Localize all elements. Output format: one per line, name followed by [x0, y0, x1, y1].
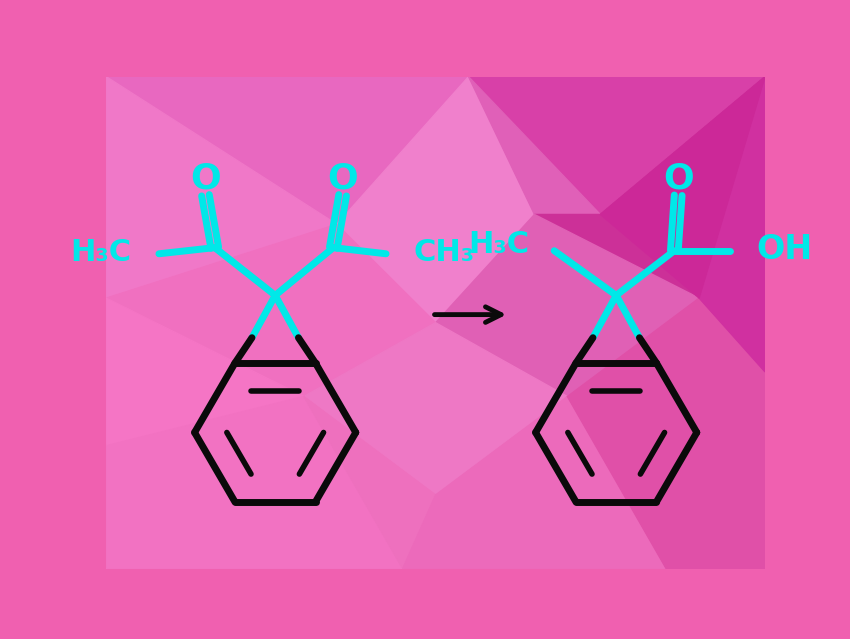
Text: H₃C: H₃C — [70, 238, 131, 266]
Polygon shape — [468, 77, 765, 215]
Text: O: O — [190, 161, 221, 196]
Polygon shape — [106, 77, 468, 224]
Polygon shape — [535, 77, 765, 298]
Polygon shape — [337, 77, 535, 323]
Text: OH: OH — [756, 233, 813, 266]
Text: H₃C: H₃C — [468, 230, 530, 259]
Polygon shape — [106, 77, 337, 298]
Polygon shape — [699, 77, 765, 372]
Polygon shape — [600, 77, 765, 298]
Text: O: O — [327, 161, 358, 196]
Text: CH₃: CH₃ — [414, 238, 475, 266]
Polygon shape — [106, 224, 435, 396]
Polygon shape — [106, 396, 403, 569]
Polygon shape — [435, 215, 699, 396]
Polygon shape — [304, 323, 568, 495]
Text: O: O — [663, 161, 694, 196]
Polygon shape — [468, 77, 600, 215]
Polygon shape — [106, 298, 304, 446]
Polygon shape — [568, 298, 765, 569]
Polygon shape — [403, 396, 666, 569]
Polygon shape — [304, 396, 435, 569]
